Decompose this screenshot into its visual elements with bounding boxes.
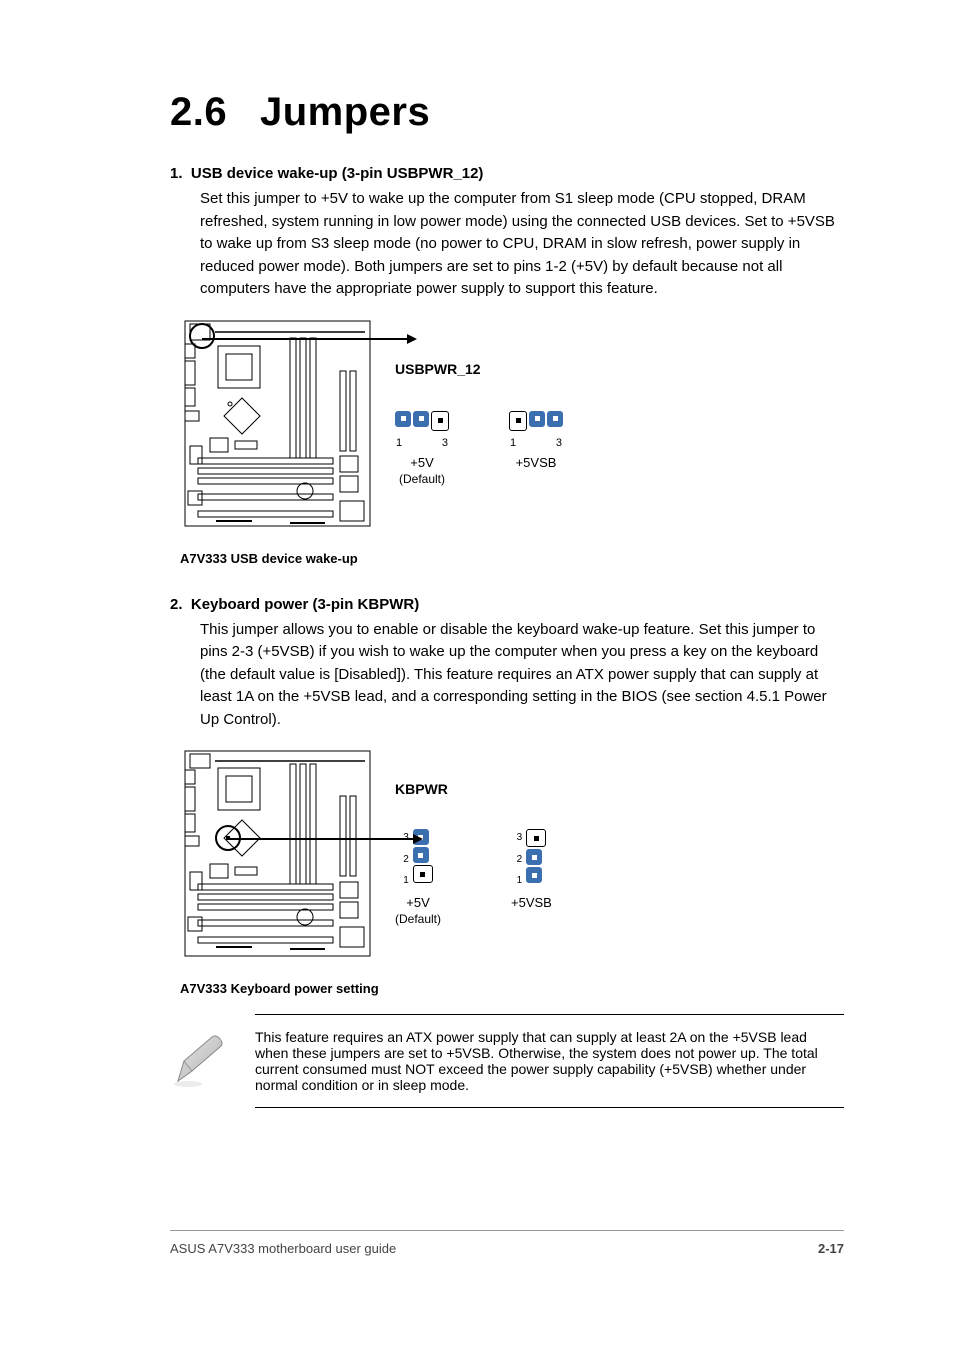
item2-num: 2.: [170, 596, 183, 613]
jumper2-left-label: +5V: [406, 895, 430, 910]
pin-numbers: 1 2 3: [510, 437, 562, 449]
figure1: USBPWR_12 1 2 3 +5V (Default): [170, 316, 844, 531]
jumper2-title: KBPWR: [395, 781, 954, 797]
note-text: This feature requires an ATX power suppl…: [255, 1014, 844, 1108]
heading-number: 2.6: [170, 90, 260, 135]
jumper1-right-label: +5VSB: [516, 455, 557, 470]
motherboard-diagram-2: [180, 746, 375, 961]
section-heading: 2.6Jumpers: [170, 90, 844, 135]
note-block: This feature requires an ATX power suppl…: [170, 1014, 844, 1108]
item2-body: This jumper allows you to enable or disa…: [170, 619, 844, 732]
motherboard-diagram-1: [180, 316, 375, 531]
item1-title: USB device wake-up (3-pin USBPWR_12): [191, 165, 484, 182]
jumper1-right-pins: [509, 411, 563, 431]
jumper2-left-pins: [413, 829, 433, 883]
item1-heading: 1. USB device wake-up (3-pin USBPWR_12): [170, 165, 844, 182]
heading-title: Jumpers: [260, 90, 430, 134]
pin-numbers: 1 2 3: [396, 437, 448, 449]
item2-heading: 2. Keyboard power (3-pin KBPWR): [170, 596, 844, 613]
jumper1-left-label: +5V: [410, 455, 434, 470]
footer-left: ASUS A7V333 motherboard user guide: [170, 1241, 396, 1256]
figure1-caption: A7V333 USB device wake-up: [170, 551, 844, 566]
item2-title: Keyboard power (3-pin KBPWR): [191, 596, 419, 613]
jumper1-title: USBPWR_12: [395, 361, 954, 377]
jumper2-left-sublabel: (Default): [395, 912, 441, 926]
pin-numbers-v: 3 2 1: [403, 832, 409, 886]
figure2: KBPWR 3 2 1 +5V (Default): [170, 746, 844, 961]
pin-numbers-v: 3 2 1: [517, 832, 523, 886]
footer-page-number: 2-17: [818, 1241, 844, 1256]
jumper-diagram-2: KBPWR 3 2 1 +5V (Default): [395, 781, 552, 926]
item1-body: Set this jumper to +5V to wake up the co…: [170, 188, 844, 301]
figure2-caption: A7V333 Keyboard power setting: [170, 981, 844, 996]
jumper2-right-label: +5VSB: [511, 895, 552, 910]
jumper-diagram-1: USBPWR_12 1 2 3 +5V (Default): [395, 361, 563, 486]
jumper1-left-pins: [395, 411, 449, 431]
note-pen-icon: [170, 1031, 230, 1091]
item1-num: 1.: [170, 165, 183, 182]
jumper2-right-pins: [526, 829, 546, 883]
jumper1-left-sublabel: (Default): [399, 472, 445, 486]
page-footer: ASUS A7V333 motherboard user guide 2-17: [170, 1230, 844, 1256]
